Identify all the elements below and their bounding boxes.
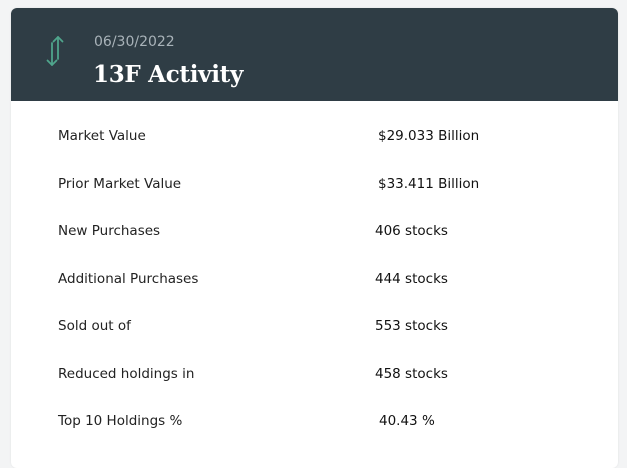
up-down-arrows-icon [46, 36, 64, 66]
card-header: 06/30/2022 13F Activity [11, 8, 618, 101]
stat-row-prior-market-value: Prior Market Value $33.411 Billion [11, 174, 618, 198]
stat-row-sold-out-of: Sold out of 553 stocks [11, 316, 618, 340]
stat-value: 444 stocks [375, 271, 448, 287]
stat-value: 406 stocks [375, 223, 448, 239]
stat-label: Additional Purchases [58, 271, 199, 287]
stat-row-market-value: Market Value $29.033 Billion [11, 126, 618, 150]
report-date: 06/30/2022 [94, 34, 175, 50]
stat-row-top-10-holdings: Top 10 Holdings % 40.43 % [11, 411, 618, 435]
stat-label: New Purchases [58, 223, 161, 239]
stat-label: Sold out of [58, 318, 131, 334]
stat-value: $29.033 Billion [378, 128, 480, 144]
stat-value: 553 stocks [375, 318, 448, 334]
stat-label: Reduced holdings in [58, 366, 195, 382]
stat-label: Prior Market Value [58, 176, 182, 192]
stat-value: 40.43 % [379, 413, 435, 429]
stat-row-reduced-holdings: Reduced holdings in 458 stocks [11, 364, 618, 388]
card-title: 13F Activity [93, 61, 244, 88]
stat-value: $33.411 Billion [378, 176, 480, 192]
stat-row-additional-purchases: Additional Purchases 444 stocks [11, 269, 618, 293]
stat-row-new-purchases: New Purchases 406 stocks [11, 221, 618, 245]
stat-label: Top 10 Holdings % [58, 413, 183, 429]
activity-card: 06/30/2022 13F Activity Market Value $29… [11, 8, 618, 468]
stat-label: Market Value [58, 128, 146, 144]
stat-value: 458 stocks [375, 366, 448, 382]
